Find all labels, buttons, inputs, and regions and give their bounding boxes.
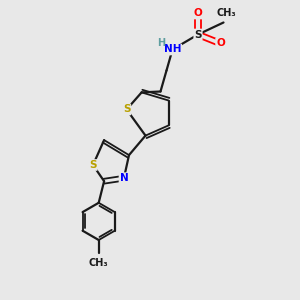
Text: CH₃: CH₃ bbox=[89, 258, 109, 268]
Text: NH: NH bbox=[164, 44, 181, 55]
Text: S: S bbox=[89, 160, 97, 170]
Text: O: O bbox=[216, 38, 225, 49]
Text: CH₃: CH₃ bbox=[216, 8, 236, 18]
Text: S: S bbox=[123, 104, 130, 115]
Text: N: N bbox=[119, 173, 128, 183]
Text: H: H bbox=[157, 38, 165, 48]
Text: O: O bbox=[194, 8, 202, 19]
Text: S: S bbox=[194, 29, 202, 40]
